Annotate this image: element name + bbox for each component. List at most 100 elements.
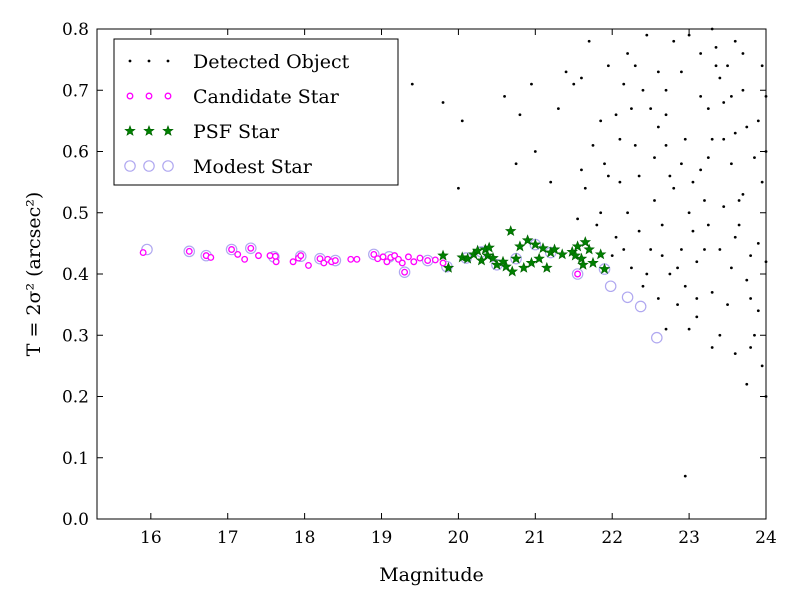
data-point [683,284,687,288]
data-point [680,162,683,166]
x-tick-label: 19 [371,528,393,548]
x-tick-label: 22 [601,528,623,548]
data-point [431,256,439,264]
data-point [714,45,718,49]
data-point [737,199,741,202]
data-point [487,252,499,263]
data-point [518,113,522,117]
data-point [533,150,537,153]
data-point [710,137,714,141]
data-point [571,268,584,280]
data-point [633,143,637,147]
data-point [733,39,737,43]
data-point [645,33,649,37]
data-point [737,223,741,227]
data-point [439,259,447,267]
data-point [729,266,733,270]
data-point [664,143,668,147]
series-psf-star [437,225,611,277]
data-point [753,333,756,337]
data-point [606,64,610,68]
data-point [683,474,687,478]
data-point [583,186,587,190]
data-point [756,309,760,313]
legend-marker [143,160,155,172]
data-point [424,257,432,264]
legend-item: PSF Star [124,121,280,143]
data-point [591,143,595,147]
data-point [604,280,617,293]
data-point [645,272,649,276]
data-point [549,180,553,184]
data-point [518,261,530,273]
data-point [577,258,589,270]
legend-item: Modest Star [124,156,313,178]
data-point [683,137,687,141]
data-point [745,382,749,386]
data-point [610,254,614,258]
data-point [729,94,733,98]
data-point [244,242,257,255]
data-point [497,255,509,267]
data-point [556,107,560,111]
data-point [756,241,760,245]
data-point [726,64,729,68]
data-point [760,64,764,68]
data-point [656,297,660,300]
legend-marker [124,160,136,172]
data-point [691,229,695,233]
data-point [660,254,664,258]
data-point [580,76,583,80]
data-point [530,82,533,86]
data-point [680,248,683,251]
data-point [583,243,595,255]
series-modest-star [141,238,663,344]
data-point [442,261,455,273]
y-tick-label: 0.7 [62,81,89,101]
data-point [574,270,582,278]
legend-box [113,38,399,186]
data-point [416,254,424,262]
y-tick-label: 0.1 [62,449,89,469]
data-point [760,180,764,184]
x-tick-label: 18 [294,528,316,548]
data-point [441,101,445,104]
data-point [255,252,262,260]
data-point [660,223,664,227]
data-point [714,64,718,68]
data-point [618,137,622,141]
data-point [706,223,710,227]
data-point [599,119,603,123]
data-point [598,263,611,274]
x-tick-label: 17 [217,528,239,548]
data-point [649,248,653,251]
data-point [572,82,576,86]
data-point [676,266,679,270]
data-point [241,255,249,263]
data-point [533,252,545,264]
data-point [664,327,668,331]
legend-label: Candidate Star [193,86,340,108]
data-point [741,88,745,92]
data-point [183,245,196,258]
data-point [695,315,699,319]
data-point [641,88,645,92]
x-tick-label: 23 [678,528,700,548]
data-point [576,217,580,221]
data-point [247,244,255,252]
data-point [741,192,745,196]
y-tick-label: 0.3 [62,326,89,346]
data-point [548,243,561,255]
data-marks [139,27,768,478]
data-point [668,174,672,178]
y-tick-label: 0.4 [62,265,89,285]
data-point [699,94,703,98]
data-point [614,235,618,239]
data-point [760,364,764,368]
data-point [733,131,737,135]
data-point [503,94,506,98]
data-point [710,346,714,349]
data-point [668,272,672,276]
data-point [614,113,618,117]
data-point [514,240,526,252]
